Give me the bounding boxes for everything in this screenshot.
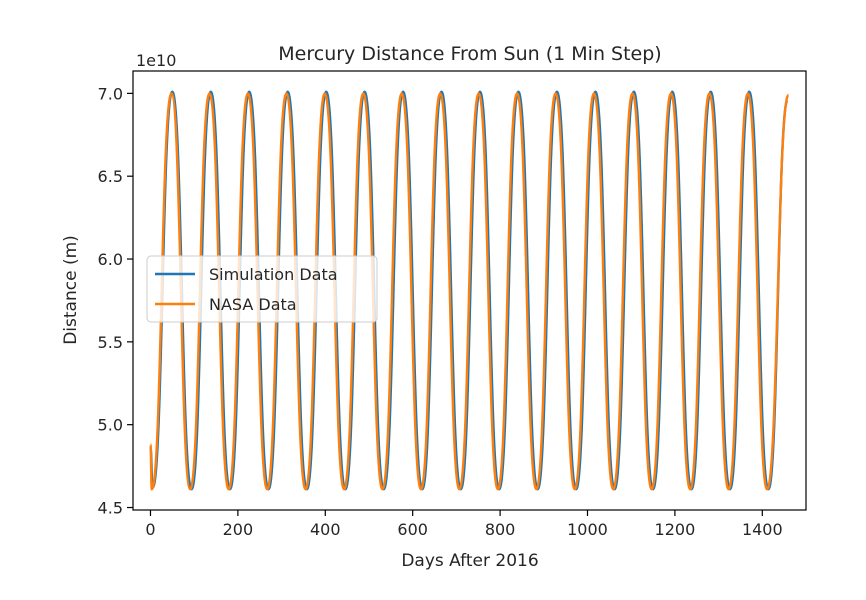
x-axis-label: Days After 2016 [401,551,538,571]
y-tick-label: 7.0 [98,84,123,103]
y-tick-label: 6.5 [98,167,123,186]
y-tick-label: 5.0 [98,416,123,435]
legend-label: Simulation Data [209,265,338,284]
x-tick-label: 200 [223,520,254,539]
y-tick-label: 6.0 [98,250,123,269]
legend: Simulation Data NASA Data [146,255,378,323]
legend-box [146,255,378,323]
y-offset-text: 1e10 [136,51,176,70]
chart-title: Mercury Distance From Sun (1 Min Step) [278,43,661,65]
x-tick-label: 1400 [742,520,783,539]
y-tick-label: 5.5 [98,333,123,352]
x-tick-label: 800 [485,520,516,539]
series-line-nasa [149,92,790,491]
x-tick-label: 400 [310,520,341,539]
x-tick-label: 1200 [655,520,696,539]
plot-area: 0 200 400 600 800 1000 1200 1400 4.5 5.0 5.5 6.0 6.5… [98,70,807,539]
axes-frame [132,70,807,511]
y-axis-label: Distance (m) [61,235,81,345]
y-tick-label: 4.5 [98,499,123,518]
x-tick-label: 1000 [567,520,608,539]
legend-label: NASA Data [209,295,297,314]
x-tick-label: 600 [397,520,428,539]
x-tick-label: 0 [145,520,155,539]
series-line-simulation [149,90,789,491]
